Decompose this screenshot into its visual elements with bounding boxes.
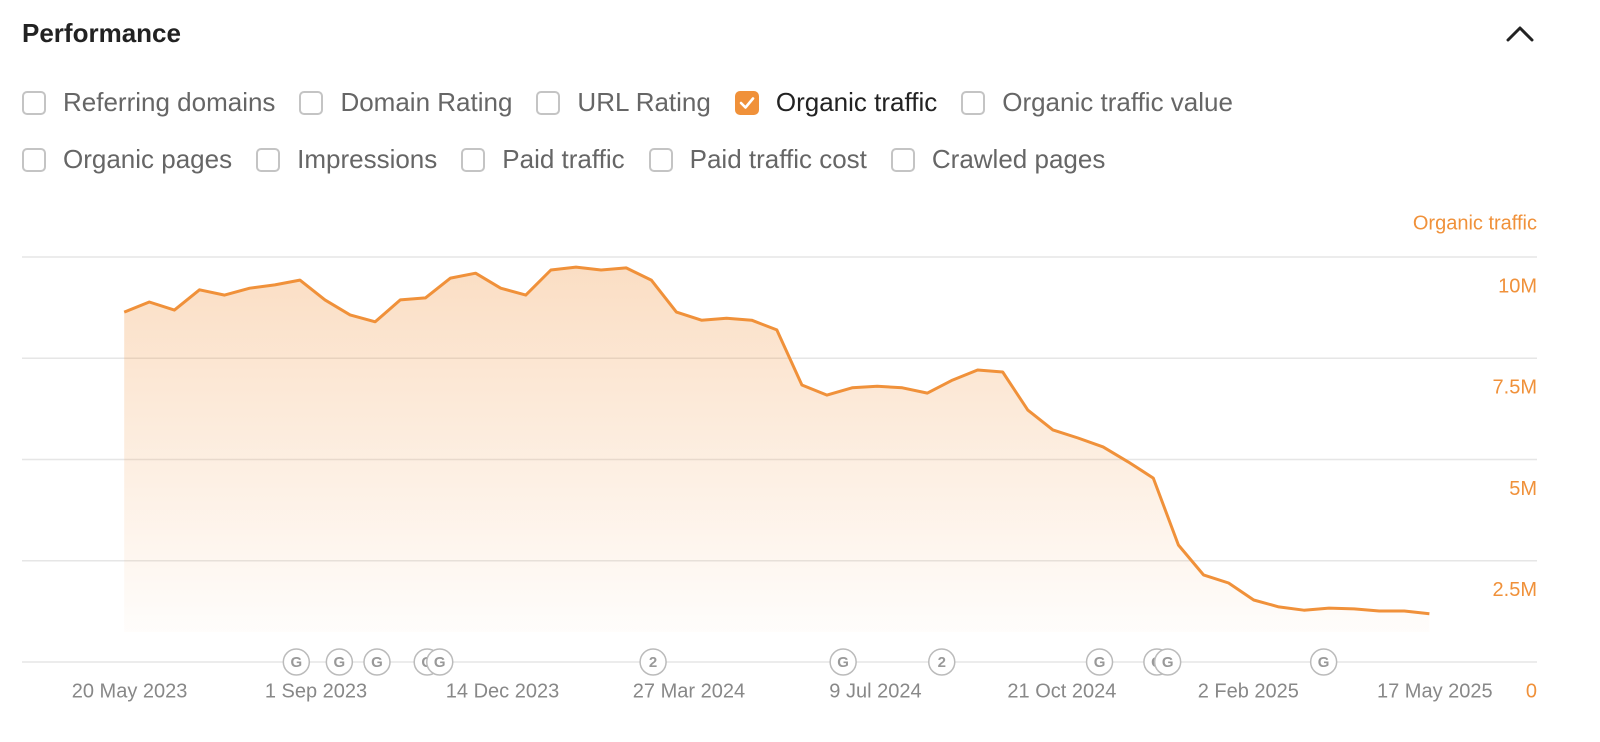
checkbox: [734, 90, 759, 115]
metric-checkbox[interactable]: Crawled pages: [890, 144, 1106, 175]
x-tick-label: 17 May 2025: [1377, 680, 1493, 702]
checkbox: [461, 147, 486, 172]
event-label: G: [1151, 654, 1163, 671]
event-label: G: [421, 654, 433, 671]
checkbox: [648, 147, 673, 172]
metric-label: Organic traffic value: [1002, 87, 1233, 117]
y-tick-label: 5M: [1509, 478, 1537, 500]
metric-row: Organic pages Impressions Paid traffic Paid…: [22, 144, 1129, 175]
event-marker: [1143, 648, 1171, 676]
metric-label: Impressions: [297, 144, 438, 174]
event-marker: [413, 648, 441, 676]
x-tick-label: 27 Mar 2024: [633, 680, 745, 702]
metric-checkbox[interactable]: Paid traffic cost: [648, 144, 867, 175]
metric-checkbox[interactable]: Domain Rating: [299, 87, 512, 118]
y-tick-label: 7.5M: [1493, 377, 1537, 399]
metric-checkbox[interactable]: Organic traffic: [734, 87, 938, 118]
y-tick-label: 2.5M: [1493, 579, 1537, 601]
checkbox: [961, 90, 986, 115]
event-label: G: [290, 654, 302, 671]
metric-label: URL Rating: [577, 87, 711, 117]
event-marker: [928, 648, 956, 676]
checkbox: [890, 147, 915, 172]
event-label: 2: [938, 654, 946, 671]
metric-label: Paid traffic: [502, 144, 625, 174]
metric-label: Referring domains: [63, 87, 276, 117]
event-marker: [1085, 648, 1114, 676]
metric-checkbox[interactable]: Organic pages: [22, 144, 232, 175]
axis-title: Organic traffic: [1413, 212, 1537, 234]
section-title: Performance: [22, 18, 181, 48]
event-label: G: [1318, 654, 1330, 671]
x-tick-label: 1 Sep 2023: [265, 680, 367, 702]
x-tick-label: 14 Dec 2023: [446, 680, 559, 702]
checkbox: [22, 90, 46, 115]
metric-label: Crawled pages: [931, 144, 1106, 174]
event-marker: [1153, 648, 1182, 676]
metric-checkbox[interactable]: URL Rating: [536, 87, 711, 118]
event-label: G: [1094, 654, 1106, 671]
y-tick-label: 10M: [1498, 275, 1537, 297]
event-marker: [425, 648, 454, 676]
event-label: G: [837, 654, 849, 671]
x-tick-label: 21 Oct 2024: [1007, 680, 1116, 702]
metric-label: Paid traffic cost: [689, 144, 867, 174]
metric-label: Organic traffic: [775, 87, 938, 117]
event-marker: [282, 648, 311, 676]
event-label: G: [434, 654, 446, 671]
metric-label: Organic pages: [63, 144, 233, 174]
line: [123, 265, 1430, 616]
event-marker: [325, 648, 354, 676]
metric-checkbox[interactable]: Impressions: [256, 144, 437, 175]
collapse-button[interactable]: [1500, 18, 1540, 48]
event-label: G: [371, 654, 383, 671]
metric-checkbox[interactable]: Referring domains: [22, 87, 275, 118]
event-label: G: [334, 654, 346, 671]
event-label: 2: [649, 654, 657, 671]
x-tick-label: 9 Jul 2024: [829, 680, 921, 702]
metric-label: Domain Rating: [340, 87, 513, 117]
metric-checkbox[interactable]: Organic traffic value: [961, 87, 1233, 118]
metric-row: Referring domains Domain Rating URL Rating…: [22, 87, 1257, 118]
x-tick-label: 2 Feb 2025: [1198, 680, 1299, 702]
metric-checkbox[interactable]: Paid traffic: [461, 144, 625, 175]
event-label: G: [1162, 654, 1174, 671]
event-marker: [639, 648, 667, 676]
checkbox: [299, 90, 324, 115]
y-tick-label: 0: [1526, 680, 1537, 702]
checkbox: [22, 147, 46, 172]
checkbox: [536, 90, 561, 115]
area-fill: [124, 267, 1430, 632]
event-marker: [1309, 648, 1338, 676]
event-marker: [829, 648, 857, 676]
event-marker: [363, 648, 391, 676]
x-tick-label: 20 May 2023: [72, 680, 188, 702]
checkbox: [256, 147, 281, 172]
